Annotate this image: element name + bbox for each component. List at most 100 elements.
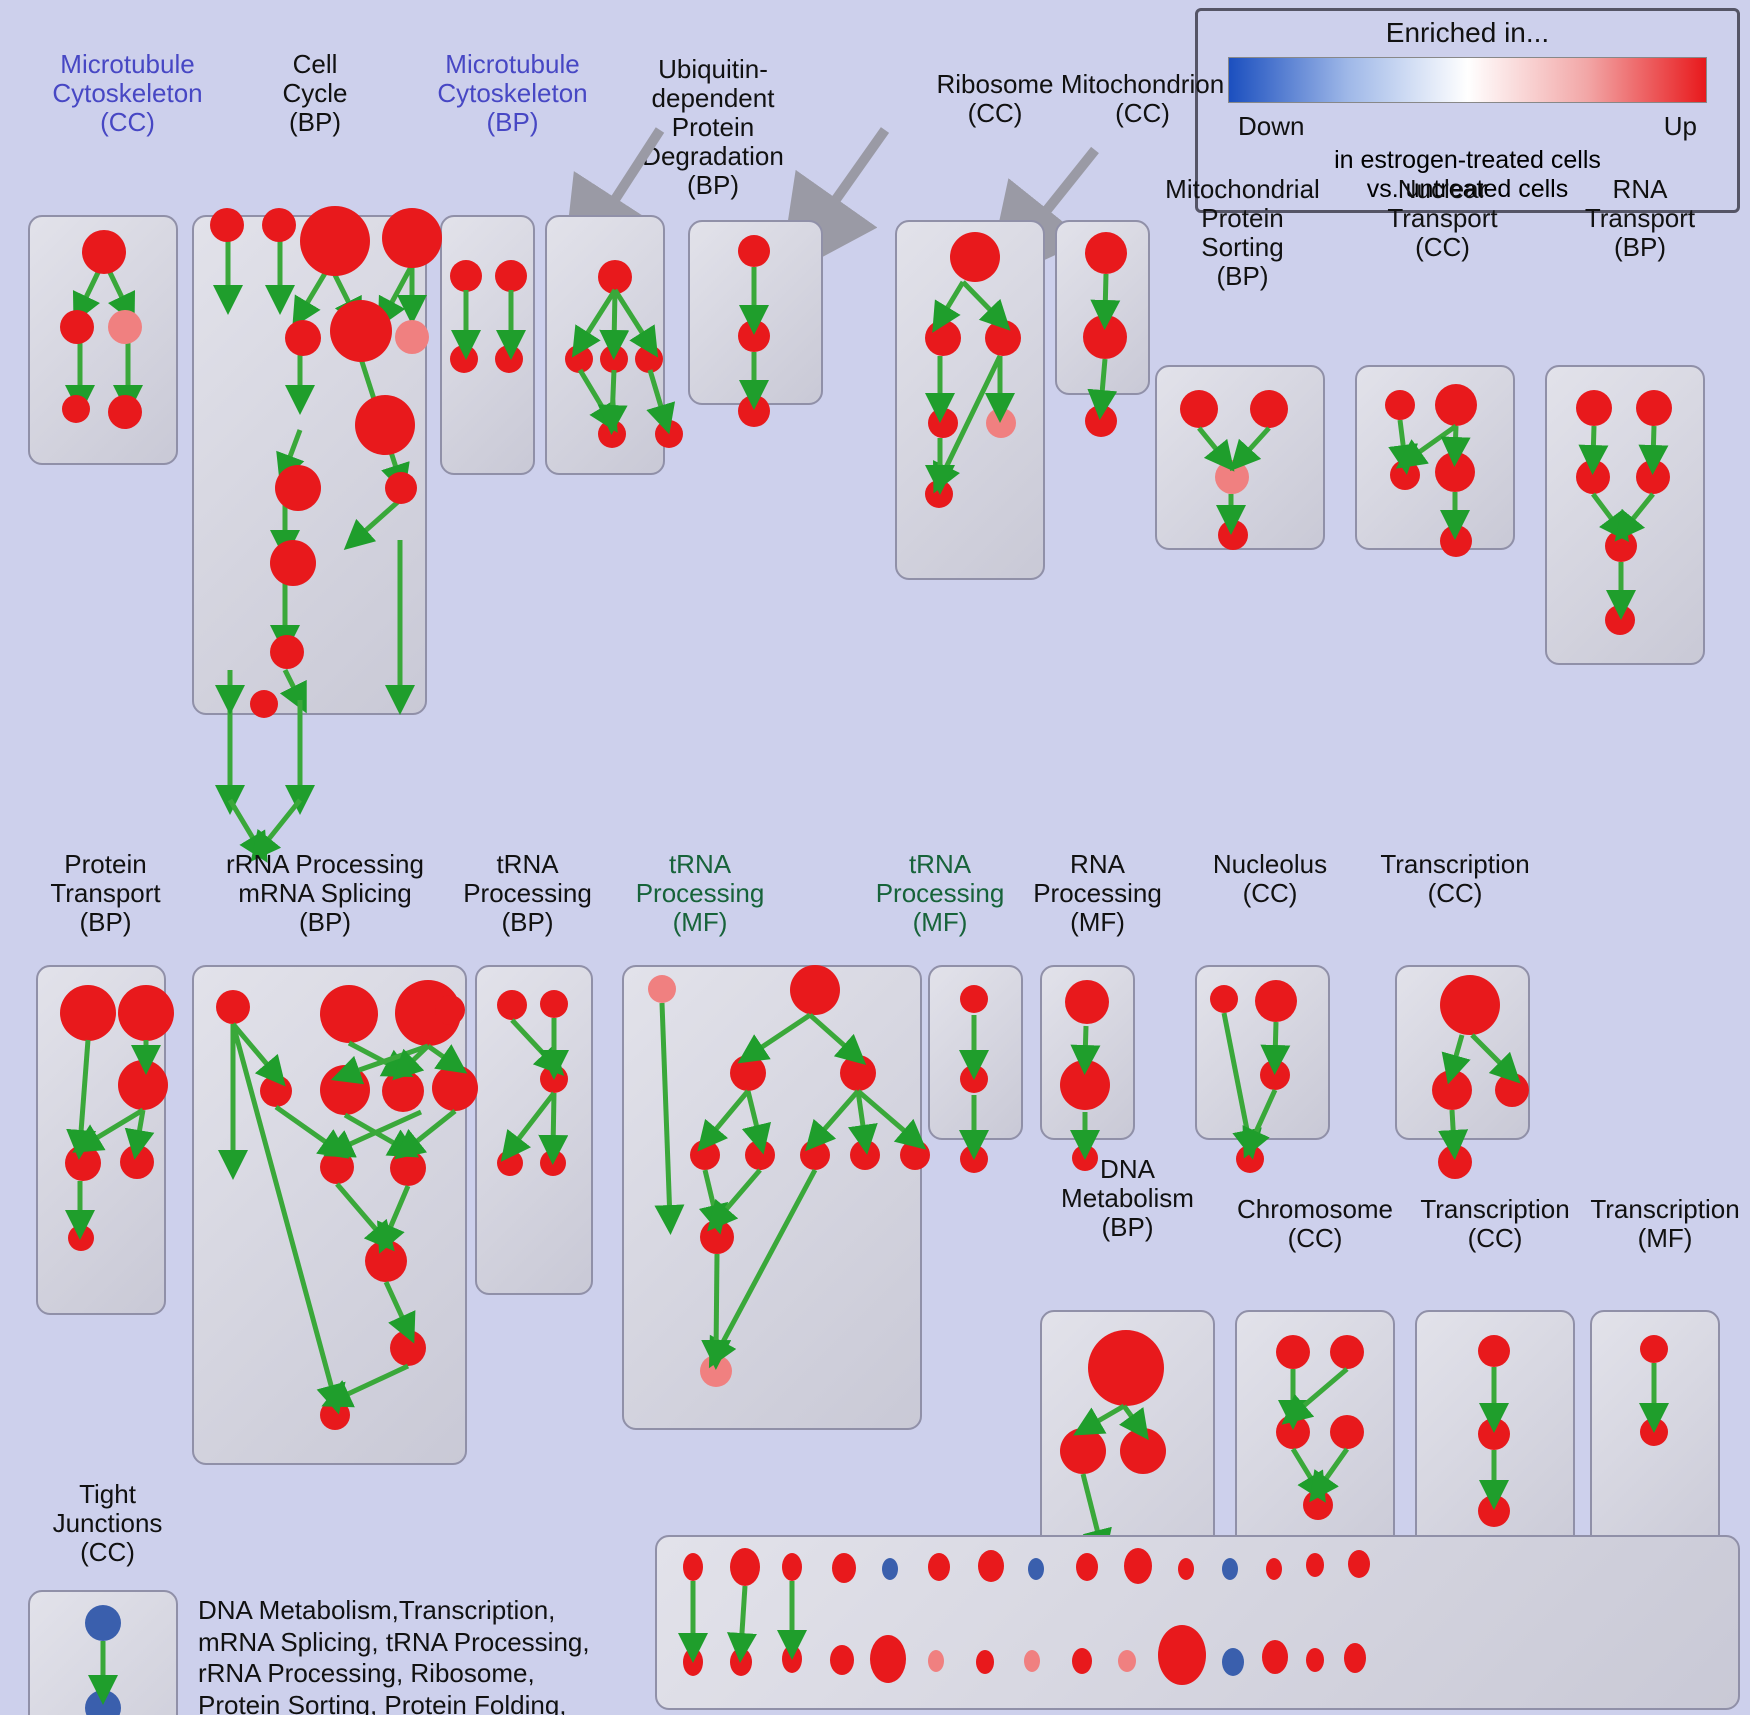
node-mitosort-3[interactable] <box>1215 460 1249 494</box>
node-rm-5[interactable] <box>260 1075 292 1107</box>
node-ub-1[interactable] <box>738 235 770 267</box>
node-strip-t3[interactable] <box>782 1553 802 1581</box>
node-cc-12[interactable] <box>270 635 304 669</box>
node-strip-b7[interactable] <box>976 1650 994 1674</box>
node-strip-b8[interactable] <box>1024 1650 1040 1672</box>
node-tmf1-6[interactable] <box>745 1140 775 1170</box>
node-rib-5[interactable] <box>986 408 1016 438</box>
node-tmf2-3[interactable] <box>960 1145 988 1173</box>
node-chr-1[interactable] <box>1276 1335 1310 1369</box>
node-strip-t10[interactable] <box>1124 1548 1152 1584</box>
node-pt-6[interactable] <box>68 1225 94 1251</box>
node-rm-13[interactable] <box>320 1400 350 1430</box>
node-rm-11[interactable] <box>365 1240 407 1282</box>
node-pt-3[interactable] <box>118 1060 168 1110</box>
node-tmf1-10[interactable] <box>700 1220 734 1254</box>
node-mito-3[interactable] <box>1085 405 1117 437</box>
node-strip-b3[interactable] <box>782 1645 802 1673</box>
node-strip-t13[interactable] <box>1266 1558 1282 1580</box>
node-pt-2[interactable] <box>118 985 174 1041</box>
node-rm-4[interactable] <box>435 995 465 1025</box>
node-rib-3[interactable] <box>985 320 1021 356</box>
node-rm-7[interactable] <box>382 1070 424 1112</box>
node-tmf1-3[interactable] <box>730 1055 766 1091</box>
node-cc-7[interactable] <box>395 320 429 354</box>
node-nt-3[interactable] <box>1390 460 1420 490</box>
node-mitosort-1[interactable] <box>1180 390 1218 428</box>
node-ub-2[interactable] <box>738 320 770 352</box>
node-cc-8[interactable] <box>355 395 415 455</box>
node-mtcc1-1[interactable] <box>82 230 126 274</box>
node-ub2-5[interactable] <box>598 420 626 448</box>
node-tcc2-3[interactable] <box>1478 1495 1510 1527</box>
node-rib-6[interactable] <box>925 480 953 508</box>
node-rm-9[interactable] <box>320 1150 354 1184</box>
node-strip-t6[interactable] <box>928 1553 950 1581</box>
node-mtbp-4[interactable] <box>495 345 523 373</box>
node-tmf1-1[interactable] <box>648 975 676 1003</box>
node-rm-1[interactable] <box>216 990 250 1024</box>
node-mtcc1-4[interactable] <box>62 395 90 423</box>
node-strip-t4[interactable] <box>832 1553 856 1583</box>
node-strip-t2[interactable] <box>730 1548 760 1586</box>
node-nt-1[interactable] <box>1385 390 1415 420</box>
node-mitosort-4[interactable] <box>1218 520 1248 550</box>
node-rm-10[interactable] <box>390 1150 426 1186</box>
node-mitosort-2[interactable] <box>1250 390 1288 428</box>
node-chr-4[interactable] <box>1330 1415 1364 1449</box>
node-strip-t5[interactable] <box>882 1558 898 1580</box>
node-strip-t7[interactable] <box>978 1550 1004 1582</box>
node-pt-5[interactable] <box>120 1145 154 1179</box>
node-strip-b12[interactable] <box>1222 1648 1244 1676</box>
node-rib-2[interactable] <box>925 320 961 356</box>
node-tbp-2[interactable] <box>540 990 568 1018</box>
node-tmf2-2[interactable] <box>960 1065 988 1093</box>
node-cc-3[interactable] <box>300 206 370 276</box>
node-strip-t11[interactable] <box>1178 1558 1194 1580</box>
node-rt-6[interactable] <box>1605 605 1635 635</box>
node-tbp-5[interactable] <box>540 1150 566 1176</box>
node-nt-5[interactable] <box>1440 525 1472 557</box>
node-chr-5[interactable] <box>1303 1490 1333 1520</box>
node-strip-t15[interactable] <box>1348 1550 1370 1578</box>
node-strip-b11[interactable] <box>1158 1625 1206 1685</box>
node-tmf-2[interactable] <box>1640 1418 1668 1446</box>
node-strip-t12[interactable] <box>1222 1558 1238 1580</box>
node-ub-3[interactable] <box>738 395 770 427</box>
node-tmf1-5[interactable] <box>690 1140 720 1170</box>
node-tj-1[interactable] <box>85 1605 121 1641</box>
node-cc-9[interactable] <box>385 472 417 504</box>
node-mtcc1-2[interactable] <box>60 310 94 344</box>
node-nuc-4[interactable] <box>1236 1145 1264 1173</box>
node-cc-1[interactable] <box>210 208 244 242</box>
node-mito-1[interactable] <box>1085 232 1127 274</box>
node-tbp-4[interactable] <box>497 1150 523 1176</box>
node-cc-10[interactable] <box>275 465 321 511</box>
node-cc-11[interactable] <box>270 540 316 586</box>
node-nt-4[interactable] <box>1435 452 1475 492</box>
node-tcc1-4[interactable] <box>1438 1145 1472 1179</box>
node-rm-2[interactable] <box>320 985 378 1043</box>
node-tcc1-3[interactable] <box>1495 1073 1529 1107</box>
node-tcc1-2[interactable] <box>1432 1070 1472 1110</box>
node-tcc2-2[interactable] <box>1478 1418 1510 1450</box>
node-mtbp-3[interactable] <box>450 345 478 373</box>
node-tmf-1[interactable] <box>1640 1335 1668 1363</box>
node-chr-3[interactable] <box>1276 1415 1310 1449</box>
node-strip-b14[interactable] <box>1306 1648 1324 1672</box>
node-mtcc1-3[interactable] <box>108 310 142 344</box>
node-mtbp-1[interactable] <box>450 260 482 292</box>
node-rt-5[interactable] <box>1605 530 1637 562</box>
node-rib-1[interactable] <box>950 232 1000 282</box>
node-dm-3[interactable] <box>1120 1428 1166 1474</box>
node-pt-1[interactable] <box>60 985 116 1041</box>
node-mito-2[interactable] <box>1083 315 1127 359</box>
node-tmf1-4[interactable] <box>840 1055 876 1091</box>
node-chr-2[interactable] <box>1330 1335 1364 1369</box>
node-nt-2[interactable] <box>1435 384 1477 426</box>
node-nuc-3[interactable] <box>1260 1060 1290 1090</box>
node-mtbp-2[interactable] <box>495 260 527 292</box>
node-tmf1-11[interactable] <box>700 1355 732 1387</box>
node-dm-1[interactable] <box>1088 1330 1164 1406</box>
node-cc-2[interactable] <box>262 208 296 242</box>
